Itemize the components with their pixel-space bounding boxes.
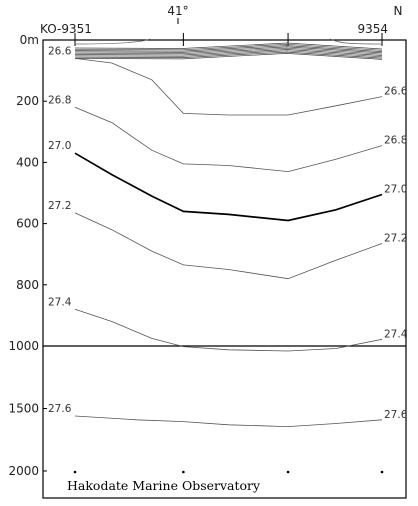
surface-isopycnal	[74, 45, 383, 52]
y-tick-label: 0m	[20, 33, 39, 47]
station-label: KO-9351	[40, 22, 92, 36]
surface-isopycnal	[74, 38, 151, 45]
station-bottom-dot	[380, 470, 384, 474]
isopycnal-right-label: 27.4	[384, 328, 408, 340]
credit-text: Hakodate Marine Observatory	[67, 478, 261, 493]
isopycnal-line	[74, 415, 383, 428]
isopycnal-left-label: 27.6	[48, 403, 72, 415]
isopycnal-line	[74, 308, 383, 352]
surface-isopycnal	[74, 46, 383, 54]
y-tick-label: 400	[16, 155, 39, 169]
surface-isopycnal	[74, 47, 383, 55]
surface-band-layer	[74, 38, 383, 60]
y-tick-label: 200	[16, 94, 39, 108]
isopycnal-right-label: 27.6	[384, 409, 408, 421]
station-bottom-dot	[73, 470, 77, 474]
isopycnal-left-label: 26.6	[48, 45, 72, 57]
latitude-label: 41°	[167, 4, 188, 18]
isopycnal-left-label: 26.8	[48, 94, 71, 106]
surface-isopycnal	[329, 38, 383, 45]
surface-isopycnal	[74, 42, 383, 50]
isopycnal-line	[74, 152, 383, 222]
isopycnal-left-label: 27.2	[48, 200, 71, 212]
y-tick-label: 1500	[8, 402, 39, 416]
isopycnal-line	[74, 58, 383, 116]
chart-frame-layer	[42, 18, 407, 499]
isopycnal-right-label: 27.0	[384, 184, 407, 196]
surface-isopycnal	[74, 50, 383, 58]
station-bottom-dot	[286, 470, 290, 474]
isopycnal-right-label: 27.2	[384, 232, 407, 244]
surface-isopycnal	[74, 43, 383, 51]
surface-isopycnal	[74, 53, 383, 60]
isopycnal-right-label: 26.8	[384, 135, 407, 147]
y-tick-label: 1000	[8, 339, 39, 353]
labels-layer: 0m 200 400 600 800 1000 1500 2000 KO-9351 9354 41°…	[8, 4, 407, 478]
isopycnal-line	[74, 106, 383, 173]
isopycnal-left-label: 27.0	[48, 140, 71, 152]
y-tick-label: 2000	[8, 464, 39, 478]
y-tick-label: 600	[16, 217, 39, 231]
surface-isopycnal	[74, 51, 383, 59]
isopycnal-right-label: 26.6	[384, 86, 408, 98]
station-label: 9354	[357, 22, 388, 36]
plot-frame	[42, 39, 407, 499]
isopycnal-line	[74, 212, 383, 280]
isopycnal-left-label: 27.4	[48, 296, 72, 308]
surface-isopycnal	[74, 49, 383, 56]
y-tick-label: 800	[16, 278, 39, 292]
station-bottom-dot	[182, 470, 185, 474]
direction-label: N	[394, 4, 403, 18]
isopycnal-lines-layer	[74, 58, 383, 428]
